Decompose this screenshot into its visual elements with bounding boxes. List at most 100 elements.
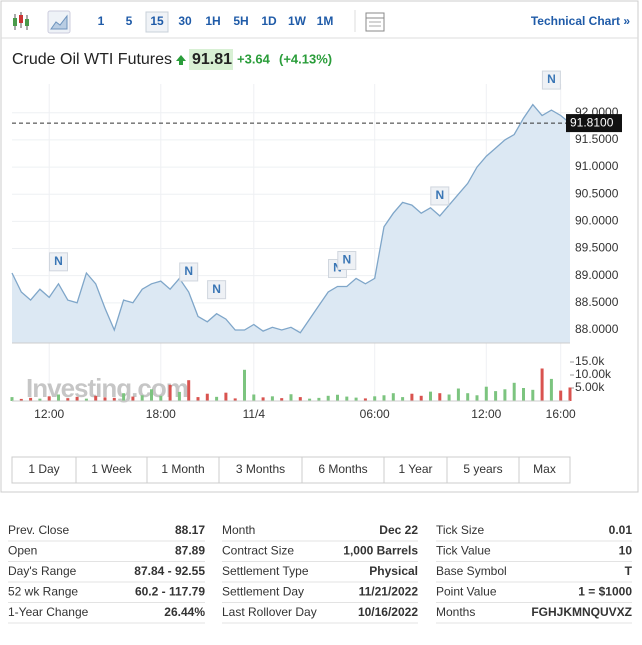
volume-bar [559,390,563,401]
interval-button[interactable]: 5H [233,14,248,28]
volume-bar [345,396,349,401]
volume-bar [47,396,51,401]
volume-bar [84,398,88,401]
volume-bar [289,394,293,401]
x-tick-label: 16:00 [546,407,576,421]
interval-button[interactable]: 1 [98,14,105,28]
volume-bar [196,397,200,401]
y-tick-label: 88.0000 [575,322,619,336]
volume-bar [131,396,135,401]
volume-bar [429,391,432,401]
volume-bar [38,398,42,401]
interval-button[interactable]: 1W [288,14,307,28]
news-marker[interactable]: N [435,188,444,202]
news-marker[interactable]: N [547,72,556,86]
range-button[interactable] [75,456,148,484]
up-arrow [176,55,186,65]
y-tick-label: 90.5000 [575,186,619,200]
volume-bar [94,395,98,401]
volume-bar [10,397,14,401]
volume-bar [66,398,70,401]
x-tick-label: 11/4 [243,407,266,421]
range-button[interactable] [301,456,385,484]
news-marker-box[interactable] [430,186,450,206]
last-value-label: 91.8100 [570,115,614,129]
volume-bar [75,396,79,401]
stat-label: Day's Range [8,564,77,578]
volume-bar [447,394,451,401]
range-button[interactable] [218,456,303,484]
volume-bar [224,392,228,401]
volume-bar [103,397,107,401]
range-button[interactable] [446,456,520,484]
volume-bar [419,395,423,401]
stat-label: Prev. Close [8,523,69,537]
interval-button[interactable]: 15 [150,14,164,28]
volume-tick-label: 10.00k [575,367,612,381]
stat-value: 10/16/2022 [358,605,418,619]
volume-bar [252,394,256,401]
price-change-percent: (+4.13%) [279,51,332,66]
range-button[interactable] [518,456,571,484]
news-marker-box[interactable] [337,251,357,271]
volume-bar [112,397,116,401]
technical-chart-link[interactable]: Technical Chart » [531,14,630,28]
price-area [12,104,570,343]
x-tick-label: 18:00 [146,407,176,421]
news-marker-box[interactable] [541,70,561,90]
news-marker-box[interactable] [49,252,68,272]
volume-bar [168,384,172,401]
stat-value: 88.17 [175,523,205,537]
volume-bar [215,396,219,401]
range-label[interactable]: 1 Year [398,462,432,476]
x-tick-label: 12:00 [471,407,501,421]
volume-bar [512,382,516,401]
stat-label: Contract Size [222,544,294,558]
news-marker-box[interactable] [207,280,227,300]
range-button[interactable] [11,456,77,484]
stat-label: Month [222,523,255,537]
price-change: +3.64 [237,51,271,66]
stat-value: 0.01 [609,523,633,537]
settings-icon[interactable] [365,12,385,32]
interval-button[interactable]: 30 [178,14,192,28]
volume-bar [363,398,367,401]
price-highlight [189,49,233,70]
candles-icon[interactable] [13,12,29,30]
y-tick-label: 90.0000 [575,214,619,228]
range-label[interactable]: 3 Months [236,462,285,476]
news-marker[interactable]: N [342,253,351,267]
range-label[interactable]: 1 Day [28,462,59,476]
volume-bar [29,397,33,401]
volume-bar [122,393,126,401]
volume-bar [391,393,395,401]
y-tick-label: 88.5000 [575,295,619,309]
range-button[interactable] [146,456,220,484]
stat-value: 60.2 - 117.79 [135,585,205,599]
range-label[interactable]: 1 Week [91,462,132,476]
news-marker[interactable]: N [54,254,63,268]
area-icon[interactable] [47,10,71,34]
stat-label: Last Rollover Day [222,605,317,619]
interval-button[interactable]: 1D [261,14,277,28]
interval-button[interactable]: 5 [126,14,133,28]
volume-bar [475,395,479,401]
interval-button[interactable]: 1H [205,14,220,28]
range-label[interactable]: 1 Month [161,462,204,476]
y-tick-label: 89.5000 [575,241,619,255]
news-marker[interactable]: N [184,264,193,278]
range-label[interactable]: 5 years [463,462,502,476]
volume-bar [401,397,405,401]
news-marker-box[interactable] [179,262,199,282]
volume-bar [298,397,302,401]
range-label[interactable]: Max [533,462,556,476]
stat-value: 87.89 [175,544,205,558]
volume-bar [243,369,246,401]
volume-bar [159,395,163,401]
stat-label: Tick Value [436,544,491,558]
interval-button[interactable]: 1M [317,14,334,28]
range-label[interactable]: 6 Months [318,462,367,476]
news-marker[interactable]: N [212,282,221,296]
y-tick-label: 91.0000 [575,159,619,173]
